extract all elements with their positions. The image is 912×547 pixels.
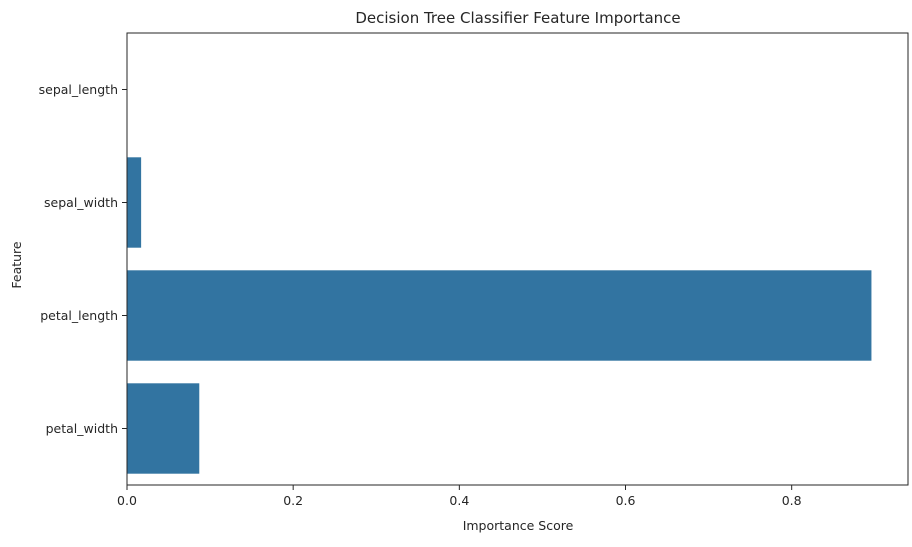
x-tick-label: 0.2 <box>283 493 303 508</box>
x-axis-title: Importance Score <box>463 518 574 533</box>
y-tick-label: petal_length <box>40 308 118 323</box>
y-tick-label: petal_width <box>46 421 118 436</box>
bar-petal-width <box>127 383 200 474</box>
y-ticks-group: sepal_length sepal_width petal_lengthpetal… <box>39 82 127 436</box>
plot-frame <box>126 32 909 486</box>
y-tick-label: sepal_length <box>39 82 118 97</box>
x-tick-label: 0.6 <box>616 493 636 508</box>
bar-petal-length <box>127 270 872 361</box>
y-axis-title: Feature <box>9 241 24 289</box>
bars-group <box>127 157 872 474</box>
chart-title: Decision Tree Classifier Feature Importa… <box>355 9 680 27</box>
x-tick-label: 0.0 <box>117 493 137 508</box>
y-tick-label: sepal_width <box>44 195 118 210</box>
x-ticks-group: 0.0 0.2 0.4 0.6 0.8 <box>117 485 802 508</box>
x-tick-label: 0.4 <box>449 493 469 508</box>
x-tick-label: 0.8 <box>782 493 802 508</box>
bar-sepal-width <box>127 157 142 248</box>
